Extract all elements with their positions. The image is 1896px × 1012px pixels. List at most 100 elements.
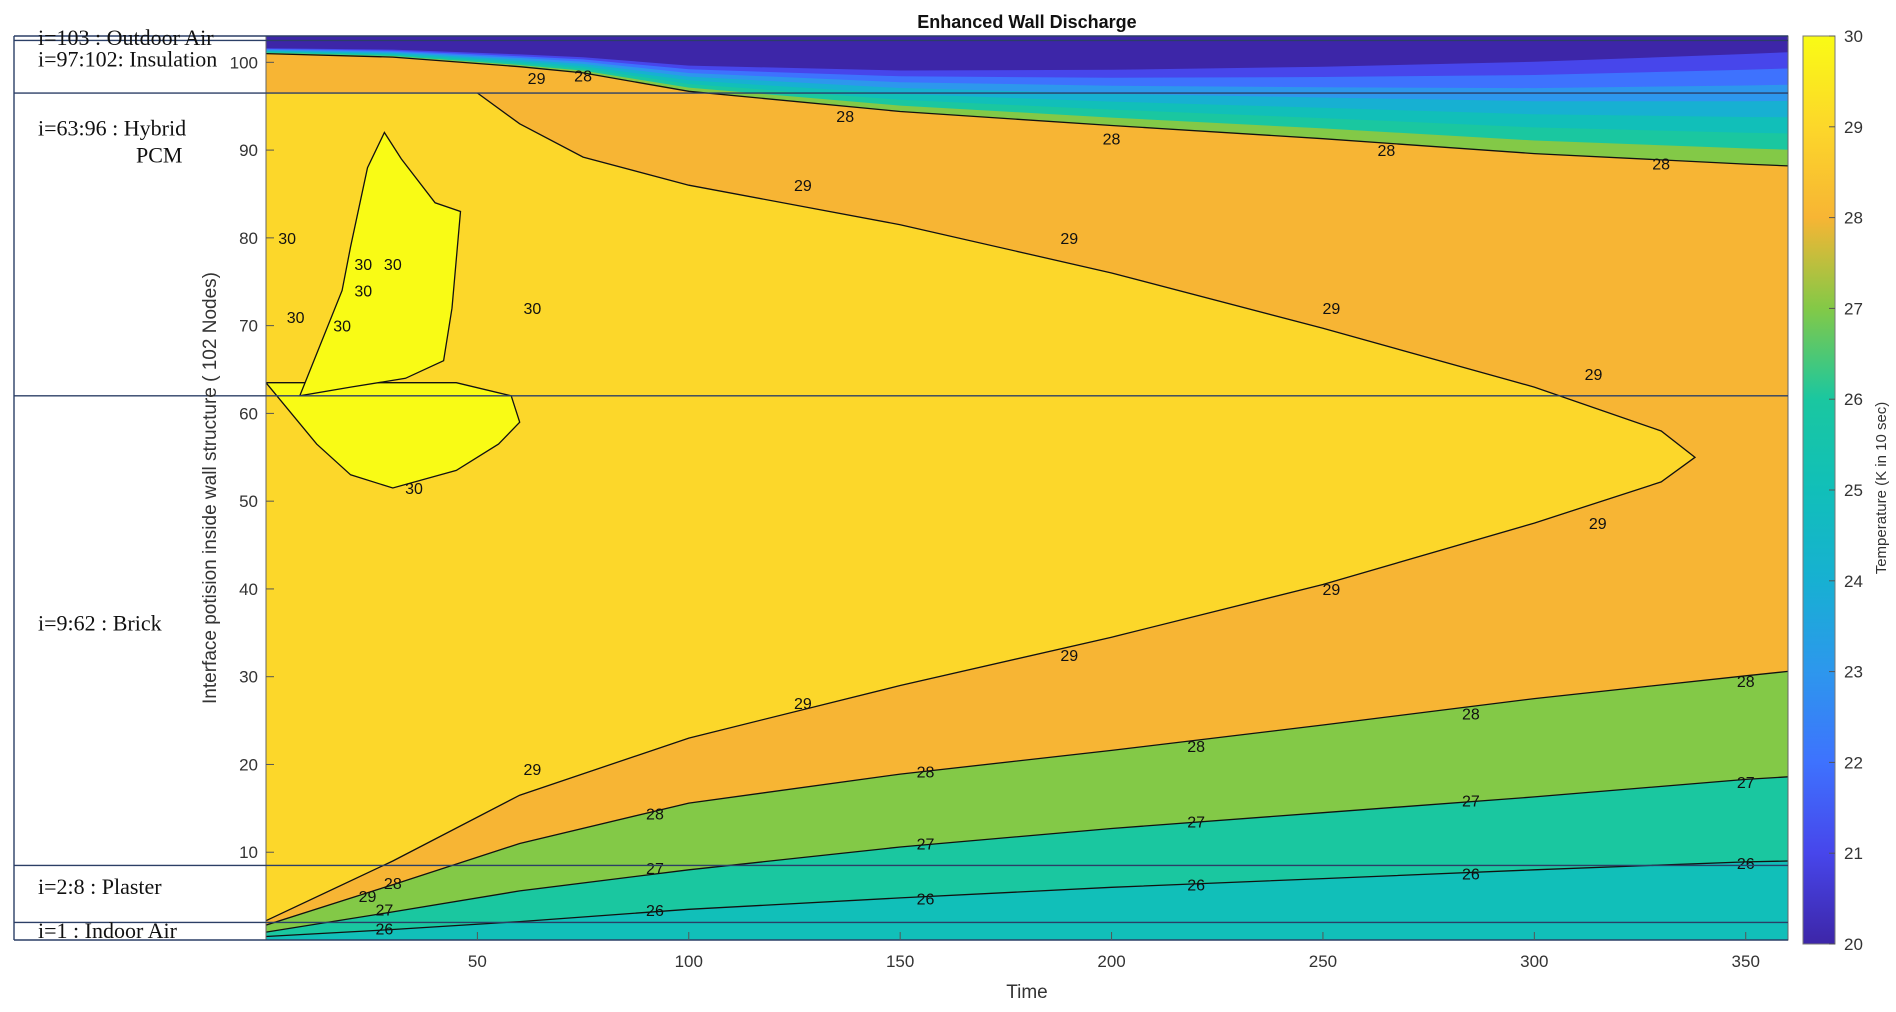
contour-label: 28: [1103, 132, 1121, 149]
contour-label: 28: [1377, 143, 1395, 160]
layer-label: i=97:102: Insulation: [38, 47, 217, 72]
colorbar-tick-label: 26: [1844, 390, 1863, 409]
contour-label: 26: [1737, 856, 1755, 873]
y-tick-label: 60: [239, 404, 258, 423]
contour-label: 29: [523, 762, 541, 779]
contour-label: 30: [405, 481, 423, 498]
contour-label: 30: [384, 257, 402, 274]
colorbar-tick-label: 29: [1844, 118, 1863, 137]
layer-label: i=1 : Indoor Air: [38, 918, 178, 943]
contour-line-28: [266, 670, 1788, 926]
region-30-island: [298, 131, 462, 397]
contour-label: 29: [1323, 582, 1341, 599]
contour-labels: 26 26 26 26 26 26 27 27 27 27 27 27 28 28 28 28 28 28 29 29…: [278, 68, 1754, 938]
y-tick-label: 10: [239, 843, 258, 862]
contour-label: 29: [1060, 648, 1078, 665]
x-tick-label: 100: [675, 952, 703, 971]
contour-line-27: [266, 776, 1788, 933]
y-tick-label: 100: [230, 53, 258, 72]
contour-label: 26: [1462, 866, 1480, 883]
colorbar-tick-label: 23: [1844, 663, 1863, 682]
contour-label: 26: [646, 903, 664, 920]
y-tick-label: 80: [239, 229, 258, 248]
colorbar-tick-label: 28: [1844, 209, 1863, 228]
contour-label: 28: [836, 109, 854, 126]
contour-label: 28: [1737, 674, 1755, 691]
contour-label: 30: [278, 231, 296, 248]
contour-fill: [266, 36, 1788, 940]
colorbar-title: Temperature (K in 10 sec): [1873, 402, 1890, 575]
contour-lines: [266, 52, 1788, 938]
y-axis-title: Interface potision inside wall structure…: [200, 272, 221, 704]
contour-label: 27: [917, 836, 935, 853]
y-tick-label: 30: [239, 668, 258, 687]
colorbar-tick-label: 30: [1844, 27, 1863, 46]
layer-label: i=63:96 : Hybrid: [38, 115, 186, 140]
region-30-patch: [266, 382, 521, 489]
contour-label: 30: [354, 257, 372, 274]
layer-boundaries: [13, 35, 1788, 941]
colorbar-tick-label: 24: [1844, 572, 1863, 591]
colorbar-tick-label: 22: [1844, 753, 1863, 772]
contour-label: 27: [1187, 815, 1205, 832]
contour-label: 28: [1462, 707, 1480, 724]
x-tick-label: 300: [1520, 952, 1548, 971]
layer-label: i=9:62 : Brick: [38, 611, 162, 636]
contour-label: 29: [1589, 516, 1607, 533]
contour-label: 27: [375, 902, 393, 919]
contour-label: 29: [528, 71, 546, 88]
x-tick-label: 200: [1097, 952, 1125, 971]
y-tick-label: 50: [239, 492, 258, 511]
band-20-top: [266, 36, 1788, 71]
contour-label: 28: [1187, 739, 1205, 756]
contour-label: 30: [287, 310, 305, 327]
y-tick-label: 40: [239, 580, 258, 599]
colorbar: 20 21 22 23 24 25 26 27 28 29 30 Temperature (K in…: [1802, 27, 1890, 954]
contour-label: 30: [523, 301, 541, 318]
contour-label: 26: [917, 892, 935, 909]
x-tick-label: 350: [1732, 952, 1760, 971]
x-axis-title: Time: [1006, 982, 1048, 1003]
x-tick-label: 150: [886, 952, 914, 971]
x-tick-label: 250: [1309, 952, 1337, 971]
contour-label: 29: [794, 178, 812, 195]
chart-title: Enhanced Wall Discharge: [917, 12, 1136, 32]
contour-label: 29: [359, 889, 377, 906]
contour-label: 27: [646, 861, 664, 878]
contour-label: 30: [354, 284, 372, 301]
band-29-30: [266, 93, 1695, 921]
x-axis: 50 100 150 200 250 300 350: [468, 932, 1760, 971]
contour-label: 26: [375, 922, 393, 939]
colorbar-tick-label: 20: [1844, 935, 1863, 954]
contour-line-28: [266, 52, 1788, 167]
colorbar-tick-label: 21: [1844, 844, 1863, 863]
plot-area: 26 26 26 26 26 26 27 27 27 27 27 27 28 28 28 28 28 28 29 29…: [266, 36, 1788, 940]
contour-label: 29: [1585, 367, 1603, 384]
x-tick-label: 50: [468, 952, 487, 971]
contour-label: 29: [1323, 301, 1341, 318]
contour-label: 28: [384, 876, 402, 893]
layer-label: i=103 : Outdoor Air: [38, 25, 214, 50]
contour-label: 28: [1652, 156, 1670, 173]
colorbar-ticks: 20 21 22 23 24 25 26 27 28 29 30: [1829, 27, 1863, 954]
contour-label: 27: [1737, 775, 1755, 792]
layer-label: i=2:8 : Plaster: [38, 874, 162, 899]
contour-label: 28: [917, 764, 935, 781]
y-tick-label: 70: [239, 317, 258, 336]
colorbar-tick-label: 25: [1844, 481, 1863, 500]
y-tick-label: 90: [239, 141, 258, 160]
contour-label: 30: [333, 319, 351, 336]
y-tick-label: 20: [239, 755, 258, 774]
contour-label: 26: [1187, 878, 1205, 895]
contour-label: 28: [646, 807, 664, 824]
contour-label: 28: [574, 68, 592, 85]
contour-line-29: [266, 92, 1697, 922]
contour-label: 29: [794, 696, 812, 713]
y-axis: 10 20 30 40 50 60 70 80 90 100: [230, 53, 274, 862]
contour-label: 27: [1462, 793, 1480, 810]
contour-label: 29: [1060, 231, 1078, 248]
layer-label: PCM: [136, 142, 182, 167]
colorbar-tick-label: 27: [1844, 299, 1863, 318]
